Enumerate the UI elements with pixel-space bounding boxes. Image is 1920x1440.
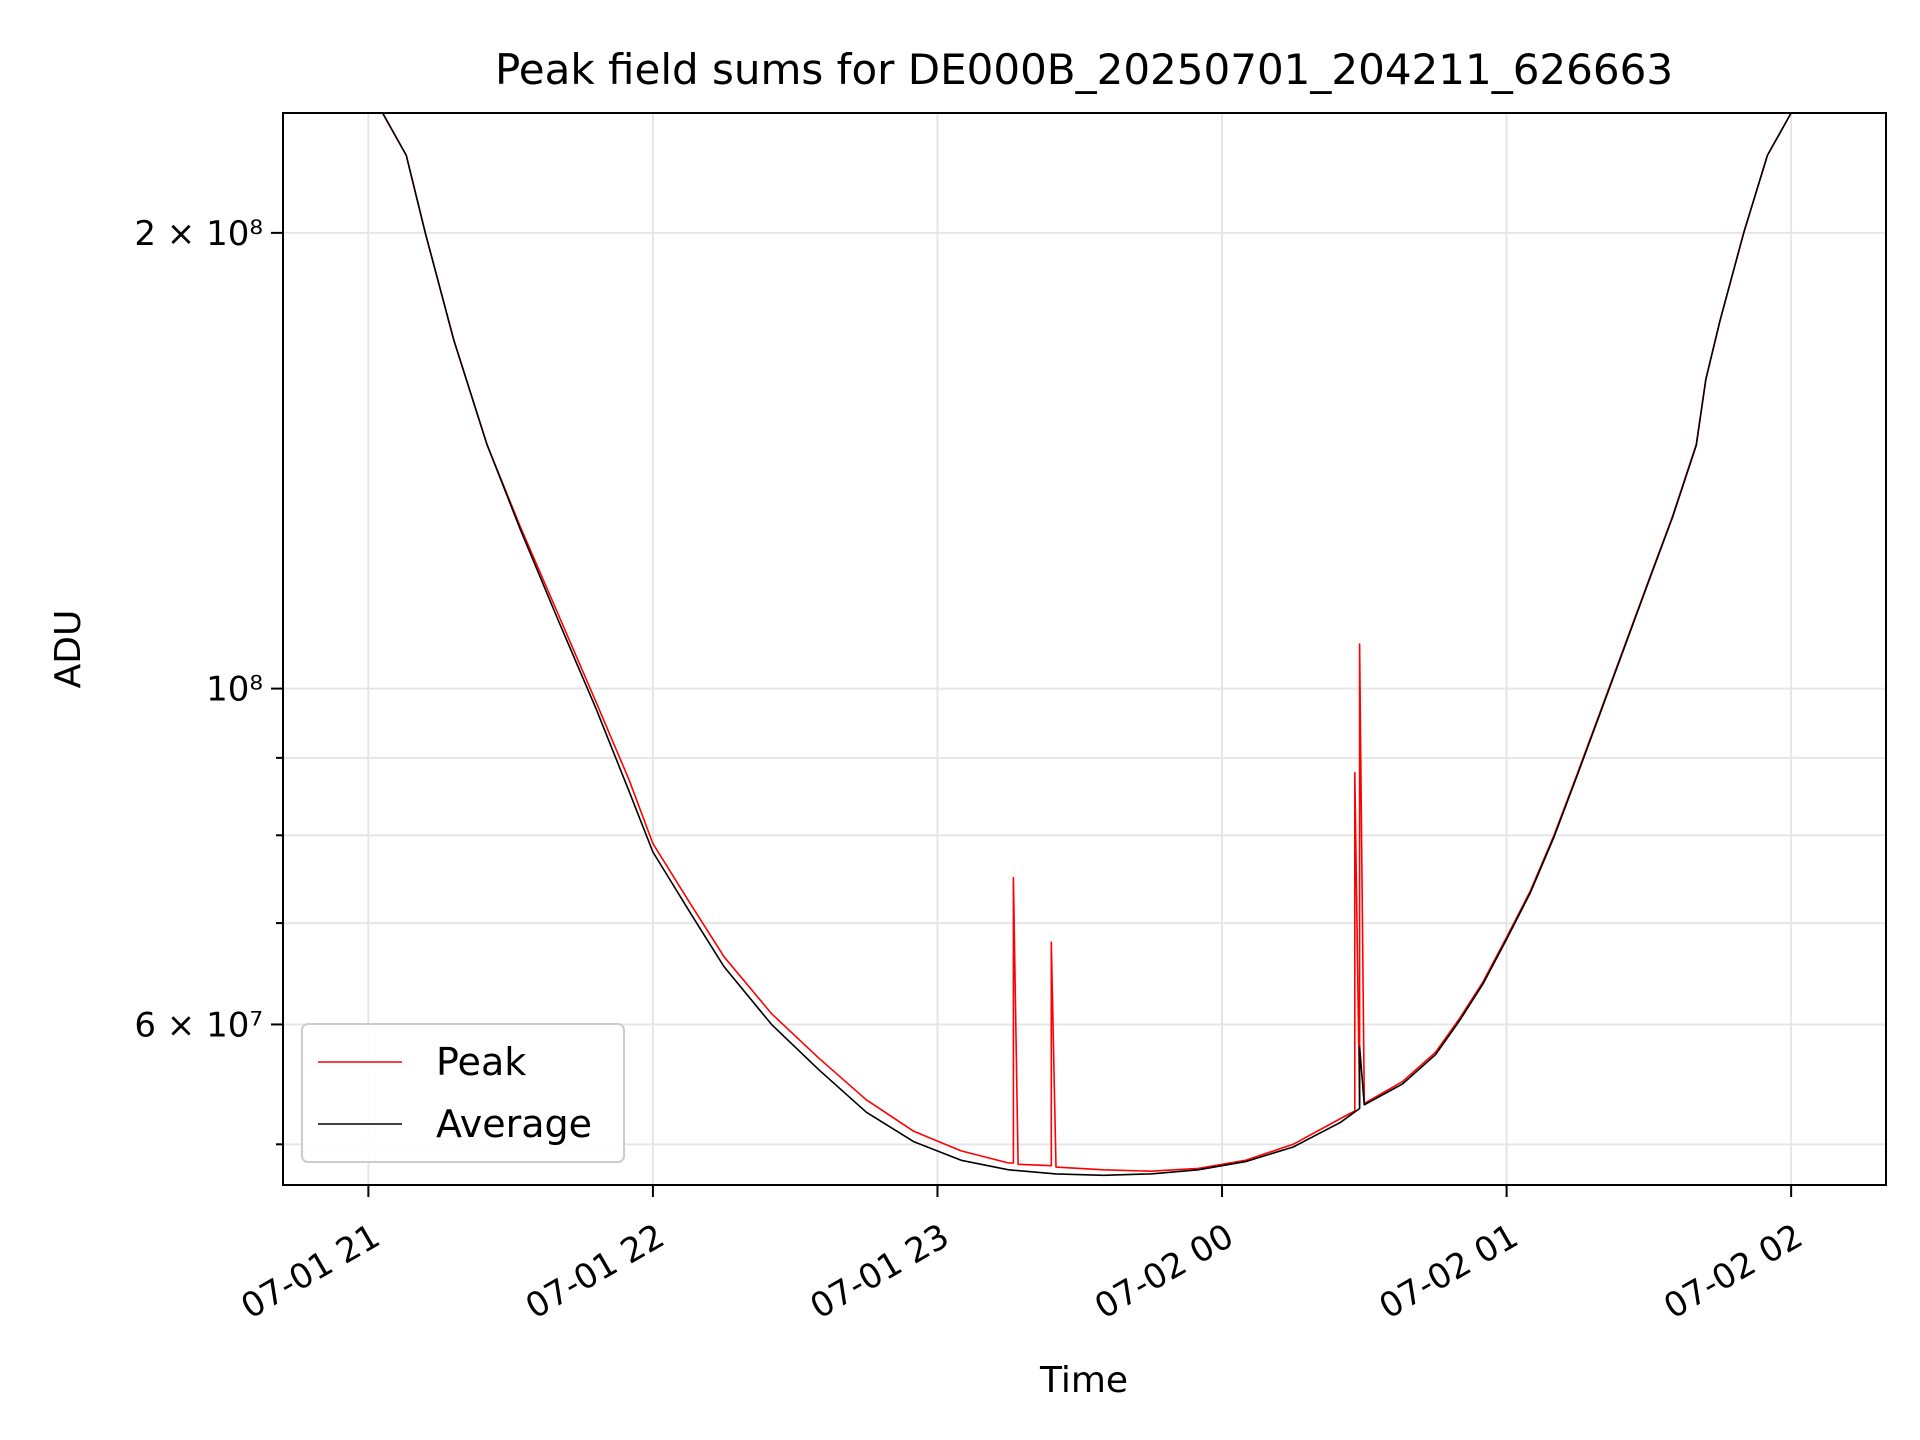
- legend-label-average: Average: [436, 1102, 592, 1146]
- plot-frame: [282, 112, 1887, 1186]
- chart-title: Peak field sums for DE000B_20250701_2042…: [495, 45, 1673, 94]
- series-line-average: [381, 112, 1792, 1177]
- legend-label-peak: Peak: [436, 1040, 526, 1084]
- legend-box: [301, 1023, 625, 1163]
- y-tick-label: 2 × 10⁸: [134, 214, 263, 254]
- legend: Peak Average: [301, 1023, 625, 1163]
- y-tick-label: 6 × 10⁷: [134, 1005, 263, 1045]
- plot-area: [381, 112, 1792, 1177]
- y-axis-label: ADU: [48, 610, 89, 689]
- x-axis-label: Time: [1039, 1360, 1128, 1401]
- y-tick-label: 10⁸: [206, 670, 263, 710]
- grid: [283, 113, 1886, 1185]
